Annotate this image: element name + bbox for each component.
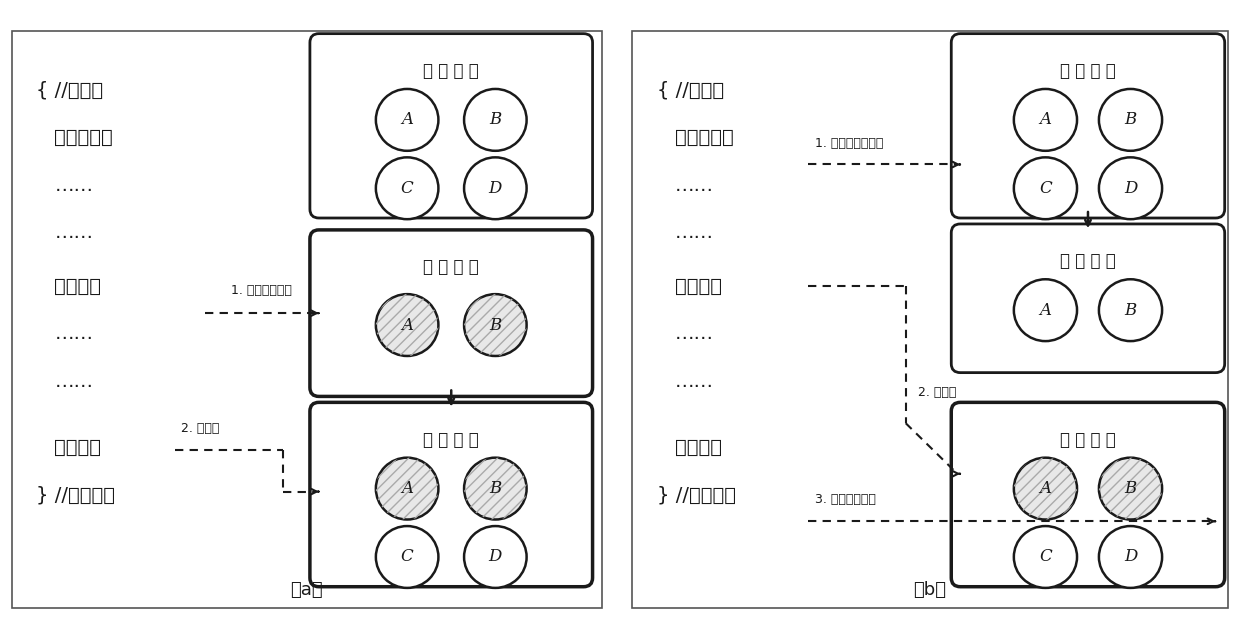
Circle shape xyxy=(1014,279,1078,341)
Text: B: B xyxy=(490,111,501,128)
Text: A: A xyxy=(401,111,413,128)
Circle shape xyxy=(1099,279,1162,341)
Text: 持 久 化 堆: 持 久 化 堆 xyxy=(423,431,479,449)
Text: D: D xyxy=(489,548,502,565)
Text: } //解锁数据: } //解锁数据 xyxy=(36,485,115,504)
Text: 重 做 日 志: 重 做 日 志 xyxy=(423,259,479,276)
FancyBboxPatch shape xyxy=(951,224,1225,372)
Circle shape xyxy=(1099,458,1162,520)
Circle shape xyxy=(464,526,527,588)
Text: 持 久 化 堆: 持 久 化 堆 xyxy=(423,62,479,80)
Text: ……: …… xyxy=(675,223,714,242)
Circle shape xyxy=(464,157,527,219)
FancyBboxPatch shape xyxy=(951,403,1225,587)
Circle shape xyxy=(1014,526,1078,588)
Text: A: A xyxy=(1039,480,1052,497)
Text: 事务提交: 事务提交 xyxy=(675,438,722,456)
Text: C: C xyxy=(1039,548,1052,565)
Circle shape xyxy=(376,89,439,151)
Text: ……: …… xyxy=(55,176,93,195)
Circle shape xyxy=(1014,458,1078,520)
Circle shape xyxy=(1014,157,1078,219)
Text: ……: …… xyxy=(675,372,714,391)
Text: ……: …… xyxy=(675,324,714,344)
Text: 2. 更新値: 2. 更新値 xyxy=(181,422,219,435)
Text: ……: …… xyxy=(55,372,93,391)
Text: ……: …… xyxy=(675,176,714,195)
Circle shape xyxy=(464,89,527,151)
FancyBboxPatch shape xyxy=(310,403,593,587)
Text: 事务初始化: 事务初始化 xyxy=(55,128,113,147)
Text: A: A xyxy=(401,480,413,497)
Circle shape xyxy=(376,526,439,588)
Text: 事务初始化: 事务初始化 xyxy=(675,128,734,147)
Text: D: D xyxy=(1123,548,1137,565)
Text: { //锁数据: { //锁数据 xyxy=(36,81,103,100)
Text: B: B xyxy=(490,480,501,497)
Text: 持久化写: 持久化写 xyxy=(55,277,102,296)
Circle shape xyxy=(464,294,527,356)
Circle shape xyxy=(1099,526,1162,588)
Circle shape xyxy=(376,458,439,520)
Text: } //解锁数据: } //解锁数据 xyxy=(657,485,735,504)
Text: 事务提交: 事务提交 xyxy=(55,438,102,456)
Text: 2. 更新値: 2. 更新値 xyxy=(918,386,956,399)
Text: （a）: （a） xyxy=(290,580,324,598)
Circle shape xyxy=(1014,89,1078,151)
Text: ……: …… xyxy=(55,223,93,242)
Circle shape xyxy=(376,157,439,219)
Text: 持久化写: 持久化写 xyxy=(675,277,722,296)
Text: ……: …… xyxy=(55,324,93,344)
Text: A: A xyxy=(1039,111,1052,128)
Circle shape xyxy=(376,294,439,356)
Text: 撤 销 日 志: 撤 销 日 志 xyxy=(1060,252,1116,270)
FancyBboxPatch shape xyxy=(951,34,1225,218)
Text: A: A xyxy=(1039,302,1052,319)
Text: C: C xyxy=(401,180,413,197)
Text: B: B xyxy=(1125,480,1137,497)
Text: 持 久 化 堆: 持 久 化 堆 xyxy=(1060,431,1116,449)
Text: C: C xyxy=(1039,180,1052,197)
Circle shape xyxy=(1099,89,1162,151)
Circle shape xyxy=(1099,157,1162,219)
Text: { //锁数据: { //锁数据 xyxy=(657,81,724,100)
Text: 1. 写地址和新値: 1. 写地址和新値 xyxy=(232,284,293,297)
Text: B: B xyxy=(490,317,501,334)
Text: 1. 复制地址和旧値: 1. 复制地址和旧値 xyxy=(815,136,883,150)
FancyBboxPatch shape xyxy=(310,34,593,218)
Text: 持 久 化 堆: 持 久 化 堆 xyxy=(1060,62,1116,80)
Text: D: D xyxy=(489,180,502,197)
Text: C: C xyxy=(401,548,413,565)
Text: A: A xyxy=(401,317,413,334)
Text: D: D xyxy=(1123,180,1137,197)
Circle shape xyxy=(464,458,527,520)
Text: 3. 丢弃撤销日志: 3. 丢弃撤销日志 xyxy=(815,493,875,506)
Text: B: B xyxy=(1125,302,1137,319)
FancyBboxPatch shape xyxy=(310,230,593,396)
Text: （b）: （b） xyxy=(914,580,946,598)
Text: B: B xyxy=(1125,111,1137,128)
